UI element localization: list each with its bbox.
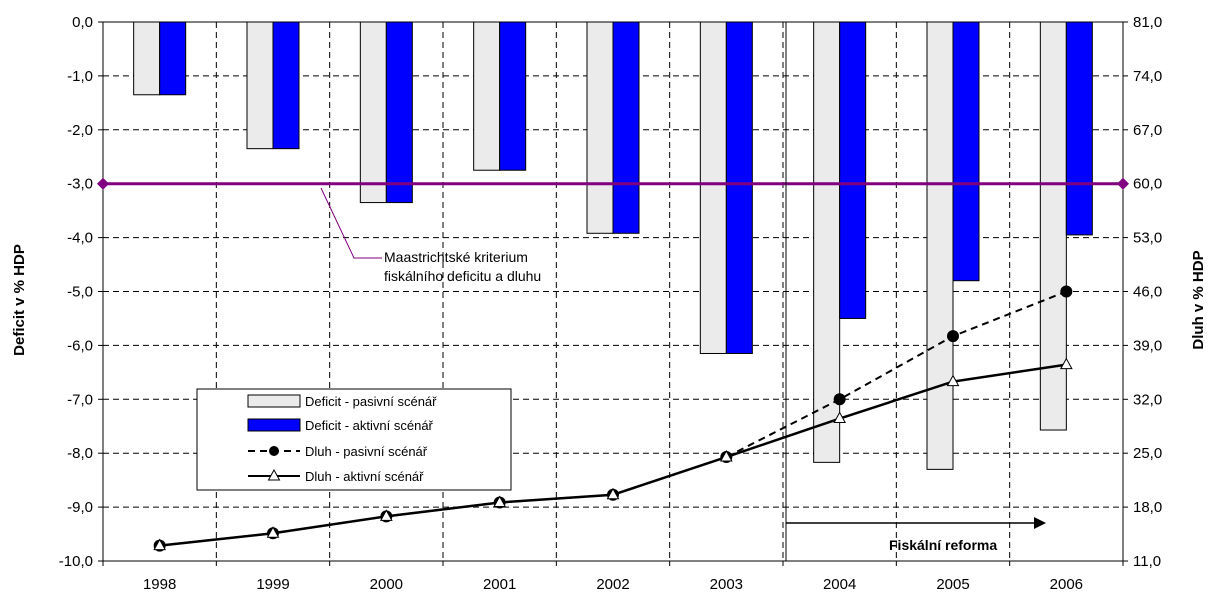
y-tick-label: -4,0 — [67, 230, 93, 247]
x-tick-label: 2005 — [936, 576, 969, 593]
y-axis-title: Deficit v % HDP — [11, 244, 28, 356]
y2-tick-label: 46,0 — [1133, 284, 1162, 301]
y-tick-label: 0,0 — [72, 14, 93, 31]
reform-label: Fiskální reforma — [889, 537, 997, 553]
tick-labels: 0,0 -1,0 -2,0 -3,0 -4,0 -5,0 -6,0 -7,0 -8,0 -9,0 -… — [59, 14, 1162, 593]
y2-tick-label: 53,0 — [1133, 230, 1162, 247]
y2-tick-label: 39,0 — [1133, 337, 1162, 354]
maastricht-marker — [1117, 177, 1129, 190]
criterion-annotation: Maastrichtské kriterium fiskálního defic… — [320, 187, 541, 284]
y2-tick-label: 11,0 — [1133, 553, 1161, 570]
debt-point-active — [1059, 357, 1073, 370]
legend-marker — [269, 446, 279, 456]
bar-deficit-active — [952, 21, 980, 282]
criterion-label-line2: fiskálního deficitu a dluhu — [384, 268, 541, 284]
x-tick-label: 2004 — [823, 576, 856, 593]
y2-tick-label: 74,0 — [1133, 68, 1162, 85]
y2-axis-title: Dluh v % HDP — [1190, 250, 1207, 349]
bar-deficit-active — [612, 21, 640, 234]
bar-deficit-passive — [699, 21, 727, 354]
bar-deficit-passive — [246, 21, 274, 150]
criterion-leader-line — [320, 187, 382, 259]
x-tick-label: 2002 — [596, 576, 629, 593]
debt-point-passive — [1060, 285, 1073, 298]
bar-deficit-passive — [133, 21, 161, 96]
y2-tick-label: 60,0 — [1133, 176, 1162, 193]
y2-tick-label: 81,0 — [1133, 14, 1162, 31]
bar-deficit-passive — [586, 21, 614, 234]
debt-point-active — [719, 450, 733, 462]
x-tick-label: 2006 — [1050, 576, 1083, 593]
y2-tick-label: 67,0 — [1133, 122, 1162, 139]
y-tick-label: -6,0 — [67, 337, 93, 354]
x-tick-label: 2003 — [710, 576, 743, 593]
x-tick-label: 2001 — [483, 576, 516, 593]
maastricht-marker — [97, 177, 109, 190]
legend-label: Deficit - pasivní scénář — [305, 394, 437, 409]
y-tick-label: -9,0 — [67, 499, 93, 516]
debt-point-active — [379, 509, 393, 521]
x-tick-label: 2000 — [370, 576, 403, 593]
bar-deficit-active — [385, 21, 413, 204]
debt-point-active — [833, 411, 847, 424]
debt-point-active — [493, 495, 507, 507]
debt-point-active — [946, 374, 960, 387]
bar-deficit-passive — [359, 21, 387, 204]
reference-line-group — [97, 177, 1129, 190]
bar-deficit-active — [272, 21, 300, 150]
y-tick-label: -2,0 — [67, 122, 93, 139]
debt-point-active — [266, 526, 280, 538]
y-tick-label: -10,0 — [59, 553, 93, 570]
legend-box — [196, 388, 512, 491]
criterion-label-line1: Maastrichtské kriterium — [384, 249, 528, 265]
bar-deficit-active — [159, 21, 187, 96]
y-tick-label: -3,0 — [67, 176, 93, 193]
bar-deficit-active — [499, 21, 527, 171]
legend-swatch-bar — [247, 418, 301, 432]
legend: Deficit - pasivní scénář Deficit - aktivn… — [196, 388, 512, 491]
reform-arrow-head — [1034, 517, 1046, 529]
debt-point-active — [153, 538, 167, 551]
bar-deficit-active — [1065, 21, 1093, 236]
reform-annotation: Fiskální reforma — [785, 22, 1046, 561]
x-tick-label: 1998 — [143, 576, 176, 593]
debt-point-active — [606, 487, 620, 500]
debt-point-passive — [833, 393, 846, 406]
legend-label: Dluh - aktivní scénář — [305, 469, 424, 484]
bar-deficit-passive — [926, 21, 954, 470]
legend-marker — [267, 468, 281, 481]
bar-deficit-passive — [1039, 21, 1067, 431]
debt-point-passive — [947, 330, 959, 343]
legend-label: Dluh - pasivní scénář — [305, 444, 428, 459]
y2-tick-label: 32,0 — [1133, 391, 1162, 408]
bar-deficit-active — [839, 21, 867, 319]
bars-group — [133, 21, 1093, 470]
y-tick-label: -1,0 — [67, 68, 93, 85]
bar-deficit-passive — [473, 21, 501, 171]
y-tick-label: -8,0 — [67, 445, 93, 462]
bar-deficit-active — [725, 21, 753, 354]
debt-lines-group — [153, 285, 1073, 552]
y2-tick-label: 25,0 — [1133, 445, 1162, 462]
y-tick-label: -5,0 — [67, 284, 93, 301]
y-tick-label: -7,0 — [67, 391, 93, 408]
legend-label: Deficit - aktivní scénář — [305, 418, 434, 433]
x-tick-label: 1999 — [256, 576, 289, 593]
legend-swatch-bar — [247, 394, 301, 408]
y2-tick-label: 18,0 — [1133, 499, 1162, 516]
